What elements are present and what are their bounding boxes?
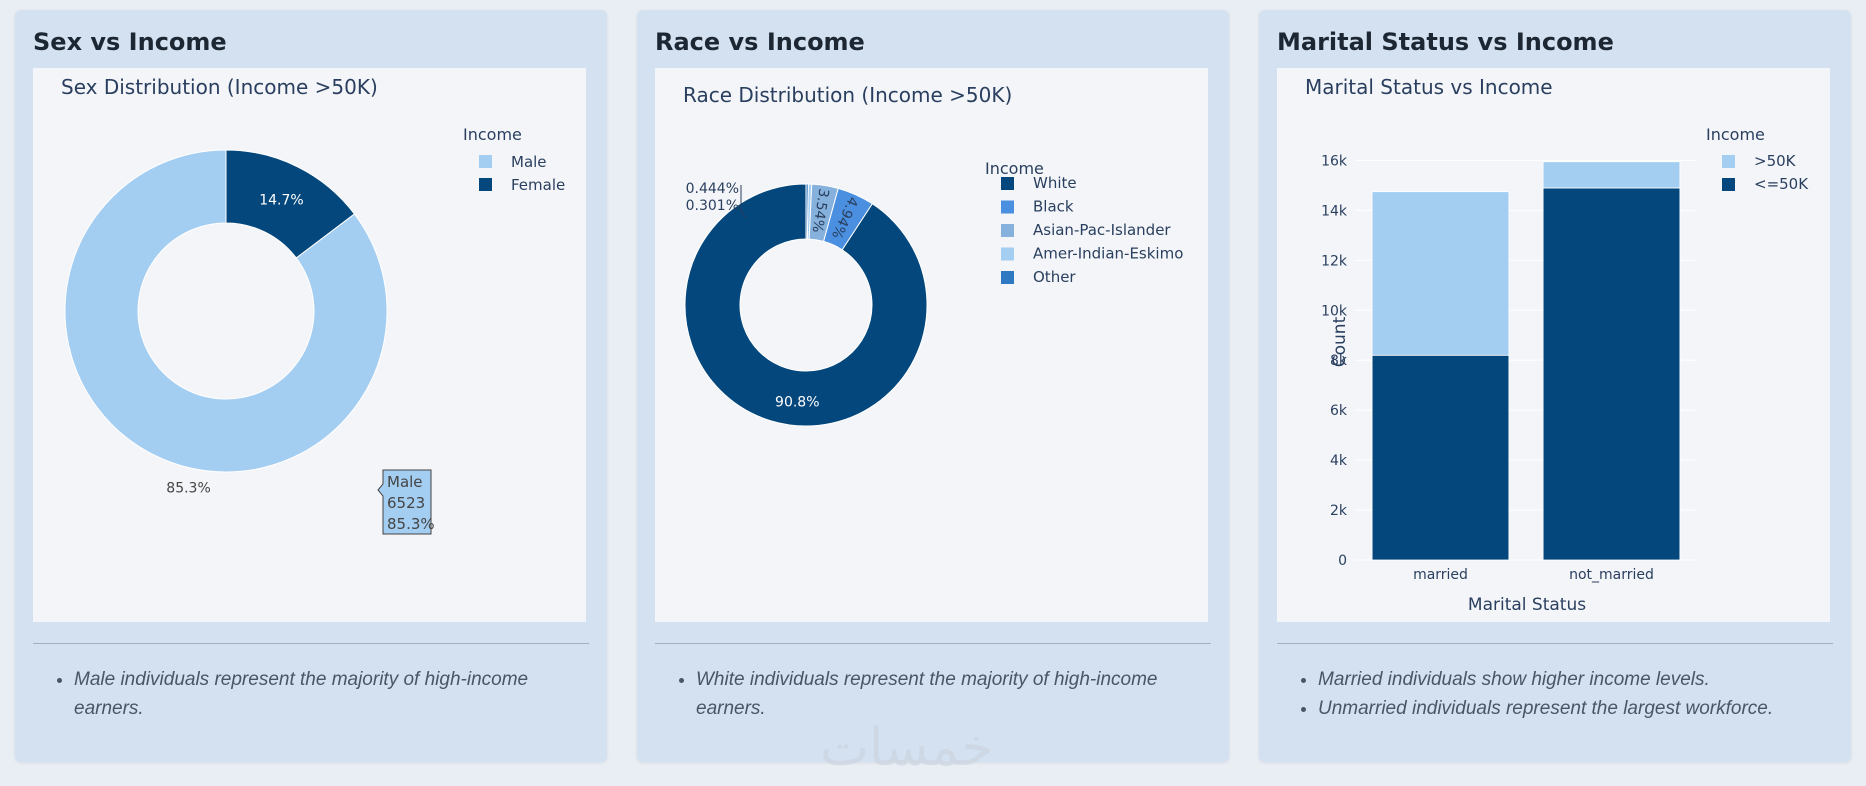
slice-other[interactable] (805, 183, 809, 240)
bar-not-married-gt50k[interactable] (1542, 161, 1681, 189)
marital-income-card: Marital Status vs Income Marital Status … (1259, 10, 1851, 762)
legend-label: Asian-Pac-Islander (1033, 221, 1171, 239)
bar-married-gt50k[interactable] (1371, 191, 1510, 356)
note-item: Male individuals represent the majority … (74, 665, 577, 723)
legend-label: Black (1033, 198, 1074, 216)
notes-list: White individuals represent the majority… (675, 665, 1199, 723)
slice-black[interactable] (822, 187, 873, 251)
card-title: Marital Status vs Income (1277, 28, 1614, 56)
race-donut-chart: Race Distribution (Income >50K) 90.8%4.9… (683, 83, 1183, 427)
legend-swatch (1001, 224, 1014, 237)
y-tick-label: 2k (1330, 503, 1348, 519)
chart-title: Marital Status vs Income (1305, 75, 1553, 99)
legend-item-white[interactable]: White (1001, 174, 1077, 192)
legend-item-female[interactable]: Female (479, 176, 565, 194)
note-item: White individuals represent the majority… (696, 665, 1199, 723)
bar-not-married-le50k[interactable] (1542, 187, 1681, 561)
chart-title: Race Distribution (Income >50K) (683, 83, 1012, 107)
slice-label-male: 85.3% (166, 480, 210, 496)
y-tick-label: 4k (1330, 453, 1348, 469)
slice-male[interactable] (64, 149, 388, 473)
legend-swatch (1722, 155, 1735, 168)
slice-label-asian-pac-islander: 3.54% (809, 187, 832, 233)
x-tick-label: not_married (1569, 567, 1654, 583)
divider (33, 643, 589, 644)
notes-list: Male individuals represent the majority … (53, 665, 577, 723)
legend-swatch (1001, 200, 1014, 214)
leader-line (740, 185, 747, 219)
tooltip-percent: 85.3% (387, 515, 435, 533)
card-title: Race vs Income (655, 28, 865, 56)
y-tick-label: 0 (1338, 553, 1347, 569)
slice-label-amer-indian-eskimo: 0.444% (686, 181, 739, 197)
legend-title: Income (985, 159, 1044, 178)
divider (1277, 643, 1833, 644)
y-tick-label: 8k (1330, 353, 1348, 369)
legend-swatch (1001, 177, 1014, 190)
sex-income-card: Sex vs Income Sex Distribution (Income >… (15, 10, 607, 762)
legend-swatch (1001, 247, 1014, 261)
watermark-logo: خمسات (820, 718, 993, 778)
legend-swatch (1001, 271, 1014, 284)
legend-swatch (1722, 178, 1735, 191)
slice-asian-pac-islander[interactable] (808, 183, 839, 242)
y-tick-label: 12k (1321, 253, 1348, 269)
race-donut-plot: Race Distribution (Income >50K) 90.8% 4.9… (655, 68, 1208, 622)
legend-item-amer-indian-eskimo[interactable]: Amer-Indian-Eskimo (1001, 245, 1183, 263)
legend-label: White (1033, 174, 1077, 192)
chart-title: Sex Distribution (Income >50K) (61, 75, 378, 99)
notes-list: Married individuals show higher income l… (1297, 665, 1821, 723)
y-tick-label: 14k (1321, 203, 1348, 219)
slice-label-female: 14.7% (259, 193, 303, 209)
legend-label-male: Male (511, 153, 547, 171)
x-tick-label: married (1413, 567, 1468, 583)
legend-label: >50K (1754, 152, 1797, 170)
note-item: Unmarried individuals represent the larg… (1318, 694, 1821, 723)
legend-item-other[interactable]: Other (1001, 268, 1076, 286)
divider (655, 643, 1211, 644)
legend-item-gt50k[interactable]: >50K (1722, 152, 1797, 170)
slice-female[interactable] (225, 149, 356, 259)
hover-tooltip: Male 6523 85.3% (377, 469, 435, 535)
sex-donut-chart: Sex Distribution (Income >50K) 85.3% 14.7… (61, 75, 565, 535)
y-axis-title: Count (1330, 316, 1350, 367)
y-tick-label: 6k (1330, 403, 1348, 419)
slice-white[interactable] (684, 183, 928, 427)
note-item: Married individuals show higher income l… (1318, 665, 1821, 694)
y-tick-label: 16k (1321, 153, 1348, 169)
legend-swatch-female (479, 178, 492, 191)
sex-donut-plot: Sex Distribution (Income >50K) 85.3% 14.7… (33, 68, 586, 622)
slice-label-white: 90.8% (775, 395, 819, 411)
legend-item-male[interactable]: Male (479, 153, 547, 171)
race-income-card: Race vs Income Race Distribution (Income… (637, 10, 1229, 762)
x-axis-title: Marital Status (1468, 595, 1586, 615)
legend-label: Amer-Indian-Eskimo (1033, 245, 1183, 263)
bar-married-le50k[interactable] (1371, 354, 1510, 561)
tooltip-count: 6523 (387, 494, 425, 512)
y-tick-label: 10k (1321, 303, 1348, 319)
slice-label-other: 0.301% (686, 198, 739, 214)
legend-swatch-male (479, 155, 492, 168)
legend-label: <=50K (1754, 175, 1809, 193)
marital-bar-plot: Marital Status vs Income 0 2k 4k 6k 8k 10k 12k… (1277, 68, 1830, 622)
tooltip-label: Male (387, 473, 423, 491)
legend-item-black[interactable]: Black (1001, 198, 1074, 216)
legend-label-female: Female (511, 176, 565, 194)
legend-item-asian-pac-islander[interactable]: Asian-Pac-Islander (1001, 221, 1171, 239)
marital-bar-chart: Marital Status vs Income 0 2k 4k 6k 8k 10k 12k… (1305, 75, 1809, 615)
legend-title: Income (1706, 125, 1765, 144)
legend-item-le50k[interactable]: <=50K (1722, 175, 1809, 193)
legend-title: Income (463, 125, 522, 144)
watermark-text: خمسات (820, 718, 994, 778)
card-title: Sex vs Income (33, 28, 227, 56)
legend-label: Other (1033, 268, 1076, 286)
